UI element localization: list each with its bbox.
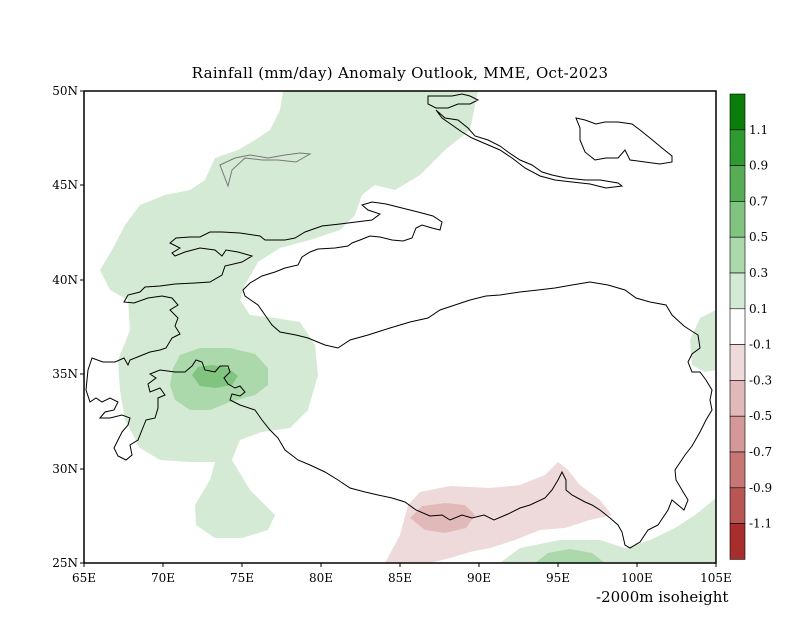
colorbar-bin (729, 523, 746, 560)
colorbar-label: 0.7 (749, 194, 768, 208)
y-tick-label: 40N (52, 273, 78, 287)
colorbar-label: -0.9 (749, 481, 772, 495)
axis-ticks (80, 90, 717, 567)
colorbar-bin (729, 451, 746, 489)
colorbar-label: -1.1 (749, 517, 772, 531)
colorbar-bin (729, 272, 746, 310)
anomaly-field (100, 91, 716, 563)
colorbar-bin (729, 344, 746, 381)
x-tick-label: 105E (700, 571, 732, 585)
colorbar-bin (729, 93, 746, 131)
wet-anomaly-region-west (100, 91, 478, 538)
wet-anomaly-region-east (690, 310, 716, 372)
colorbar: 1.1 0.9 0.7 0.5 0.3 0.1 -0.1 -0.3 -0.5 -0.7 -0.9 -1… (729, 93, 772, 560)
colorbar-label: 1.1 (749, 123, 768, 137)
colorbar-bin (729, 415, 746, 453)
y-tick-label: 25N (52, 556, 78, 570)
colorbar-label: 0.9 (749, 159, 768, 173)
map-title: Rainfall (mm/day) Anomaly Outlook, MME, … (191, 64, 609, 82)
isoheight-contours (85, 93, 713, 549)
wet-anomaly-core-southeast (535, 549, 605, 563)
x-tick-label: 65E (72, 571, 96, 585)
x-tick-label: 90E (467, 571, 491, 585)
dry-anomaly-region (385, 462, 612, 563)
colorbar-label: 0.3 (749, 266, 768, 280)
colorbar-label: 0.1 (749, 302, 768, 316)
colorbar-bin (729, 487, 746, 524)
x-tick-label: 95E (546, 571, 570, 585)
contour-tibetan-plateau (85, 201, 713, 549)
colorbar-label: 0.5 (749, 230, 768, 244)
dry-anomaly-core (410, 503, 475, 533)
x-tick-label: 85E (388, 571, 412, 585)
colorbar-bin (729, 129, 746, 166)
colorbar-bin (729, 380, 746, 417)
x-tick-label: 100E (621, 571, 653, 585)
colorbar-bin (729, 201, 746, 238)
x-tick-label: 70E (151, 571, 175, 585)
colorbar-label: -0.3 (749, 373, 772, 387)
contour-mongolia (575, 117, 673, 165)
y-tick-label: 50N (52, 84, 78, 98)
colorbar-label: -0.5 (749, 409, 772, 423)
y-tick-label: 35N (52, 367, 78, 381)
isoheight-note: -2000m isoheight (596, 588, 729, 606)
colorbar-label: -0.1 (749, 338, 772, 352)
colorbar-label: -0.7 (749, 445, 772, 459)
contour-tian-shan (427, 93, 624, 189)
colorbar-bin (729, 236, 746, 274)
y-tick-label: 45N (52, 178, 78, 192)
colorbar-bin (729, 308, 746, 345)
x-tick-label: 80E (309, 571, 333, 585)
x-tick-label: 75E (230, 571, 254, 585)
wet-anomaly-region-southeast (500, 498, 716, 563)
contour-small-1 (219, 152, 312, 188)
y-tick-label: 30N (52, 462, 78, 476)
colorbar-bin (729, 165, 746, 202)
